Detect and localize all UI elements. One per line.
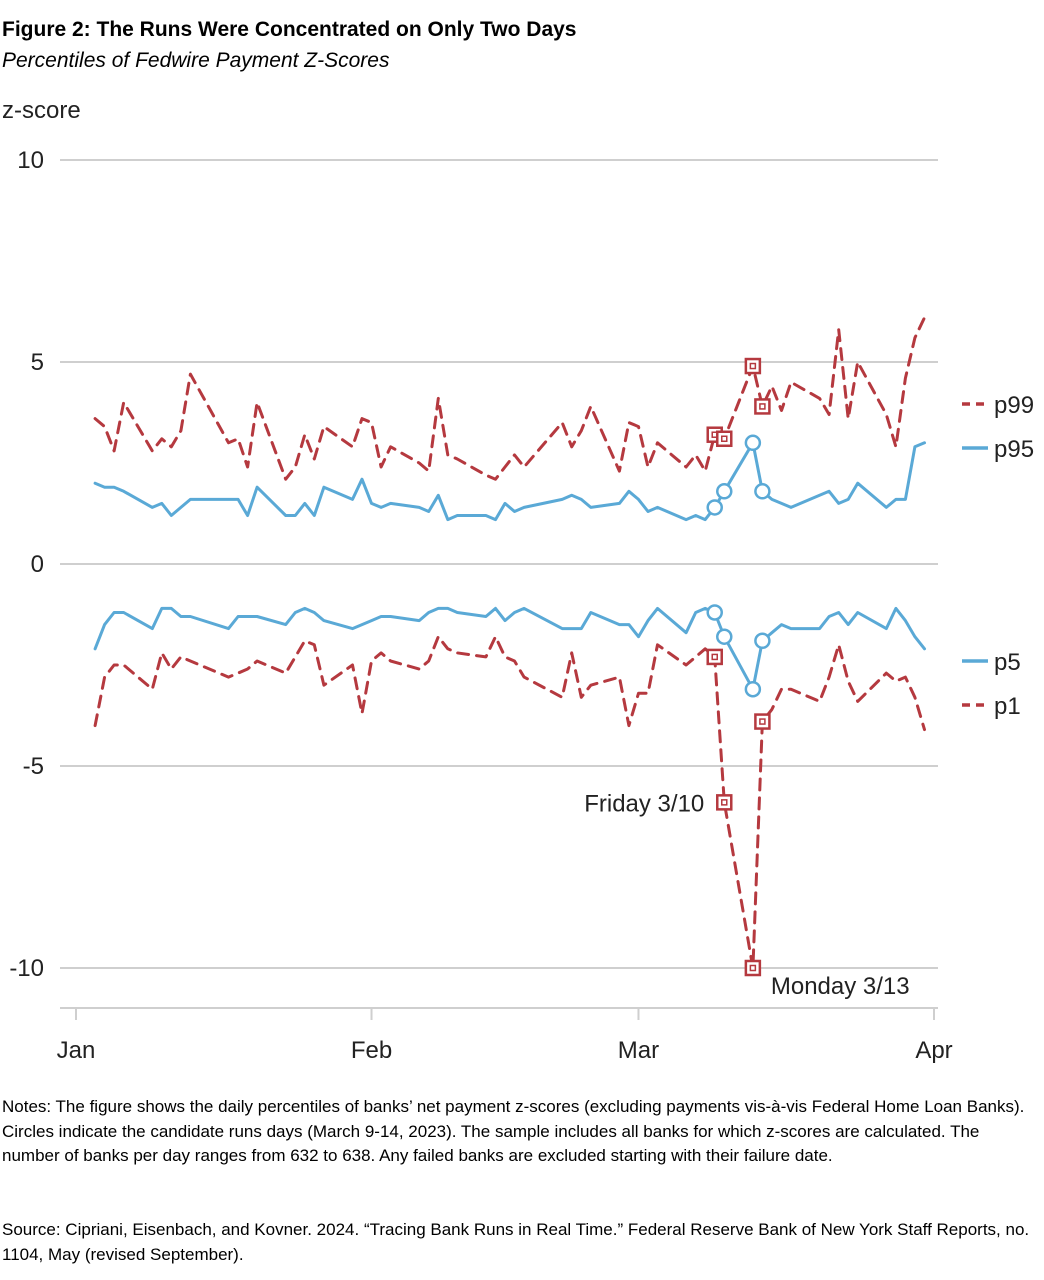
- marker-circle-p5: [754, 632, 771, 650]
- marker-square-p1: [706, 648, 723, 666]
- annotation-label: Friday 3/10: [584, 790, 704, 817]
- legend-label-p5: p5: [994, 649, 1021, 676]
- x-tick-label: Jan: [57, 1037, 96, 1064]
- grid-layer: [60, 159, 938, 969]
- y-tick-label: 10: [17, 147, 44, 174]
- marker-square-inner-p1: [711, 653, 718, 661]
- marker-square-inner-p99: [749, 362, 757, 370]
- series-line-p5: [93, 606, 926, 691]
- marker-circle-p5: [716, 628, 733, 645]
- marker-square-inner-p99: [721, 435, 728, 443]
- marker-circle-p5: [744, 680, 762, 698]
- series-line-p1: [93, 635, 926, 970]
- marker-square-inner-p1: [749, 964, 757, 972]
- marker-circle-p95: [744, 434, 762, 452]
- marker-circle-p95: [754, 483, 771, 500]
- series-line-p99: [93, 316, 926, 481]
- marker-square-p99: [754, 398, 771, 415]
- y-tick-label: 5: [31, 349, 44, 376]
- chart-title: Figure 2: The Runs Were Concentrated on …: [2, 18, 577, 41]
- chart-notes: Notes: The figure shows the daily percen…: [2, 1097, 1025, 1165]
- marker-square-p1: [744, 959, 762, 977]
- legend-layer: p99 p95 p5 p1: [962, 392, 1034, 720]
- marker-square-p1: [754, 713, 771, 730]
- marker-circle-p95: [716, 483, 733, 500]
- y-tick-label: -5: [23, 753, 44, 780]
- chart-subtitle: Percentiles of Fedwire Payment Z-Scores: [2, 49, 390, 72]
- legend-label-p1: p1: [994, 693, 1021, 720]
- x-tick-label: Mar: [618, 1037, 659, 1064]
- legend-label-p99: p99: [994, 392, 1034, 419]
- annotation-layer: Friday 3/10 Monday 3/13: [584, 790, 909, 1000]
- axis-layer: 10 5 0 -5 -10 z-score Jan Feb Mar Apr: [2, 97, 953, 1064]
- series-line-p95: [93, 441, 926, 522]
- marker-square-p99: [716, 430, 733, 448]
- legend-label-p95: p95: [994, 436, 1034, 463]
- y-tick-label: 0: [31, 551, 44, 578]
- marker-square-inner-p1: [721, 799, 728, 806]
- series-layer: [93, 316, 926, 970]
- y-axis-label: z-score: [2, 97, 81, 124]
- marker-square-inner-p1: [759, 718, 766, 725]
- marker-square-inner-p99: [759, 403, 766, 410]
- y-tick-label: -10: [9, 955, 44, 982]
- line-chart: 10 5 0 -5 -10 z-score Jan Feb Mar Apr Friday 3/10…: [2, 97, 1034, 1064]
- marker-circle-p95: [706, 499, 723, 516]
- x-tick-label: Feb: [351, 1037, 392, 1064]
- marker-square-p1: [716, 794, 733, 811]
- marker-square-p99: [744, 357, 762, 375]
- annotation-label: Monday 3/13: [771, 973, 910, 1000]
- chart-source: Source: Cipriani, Eisenbach, and Kovner.…: [2, 1220, 1030, 1264]
- x-tick-label: Apr: [915, 1037, 952, 1064]
- marker-circle-p5: [706, 604, 723, 621]
- marker-layer: [706, 357, 771, 977]
